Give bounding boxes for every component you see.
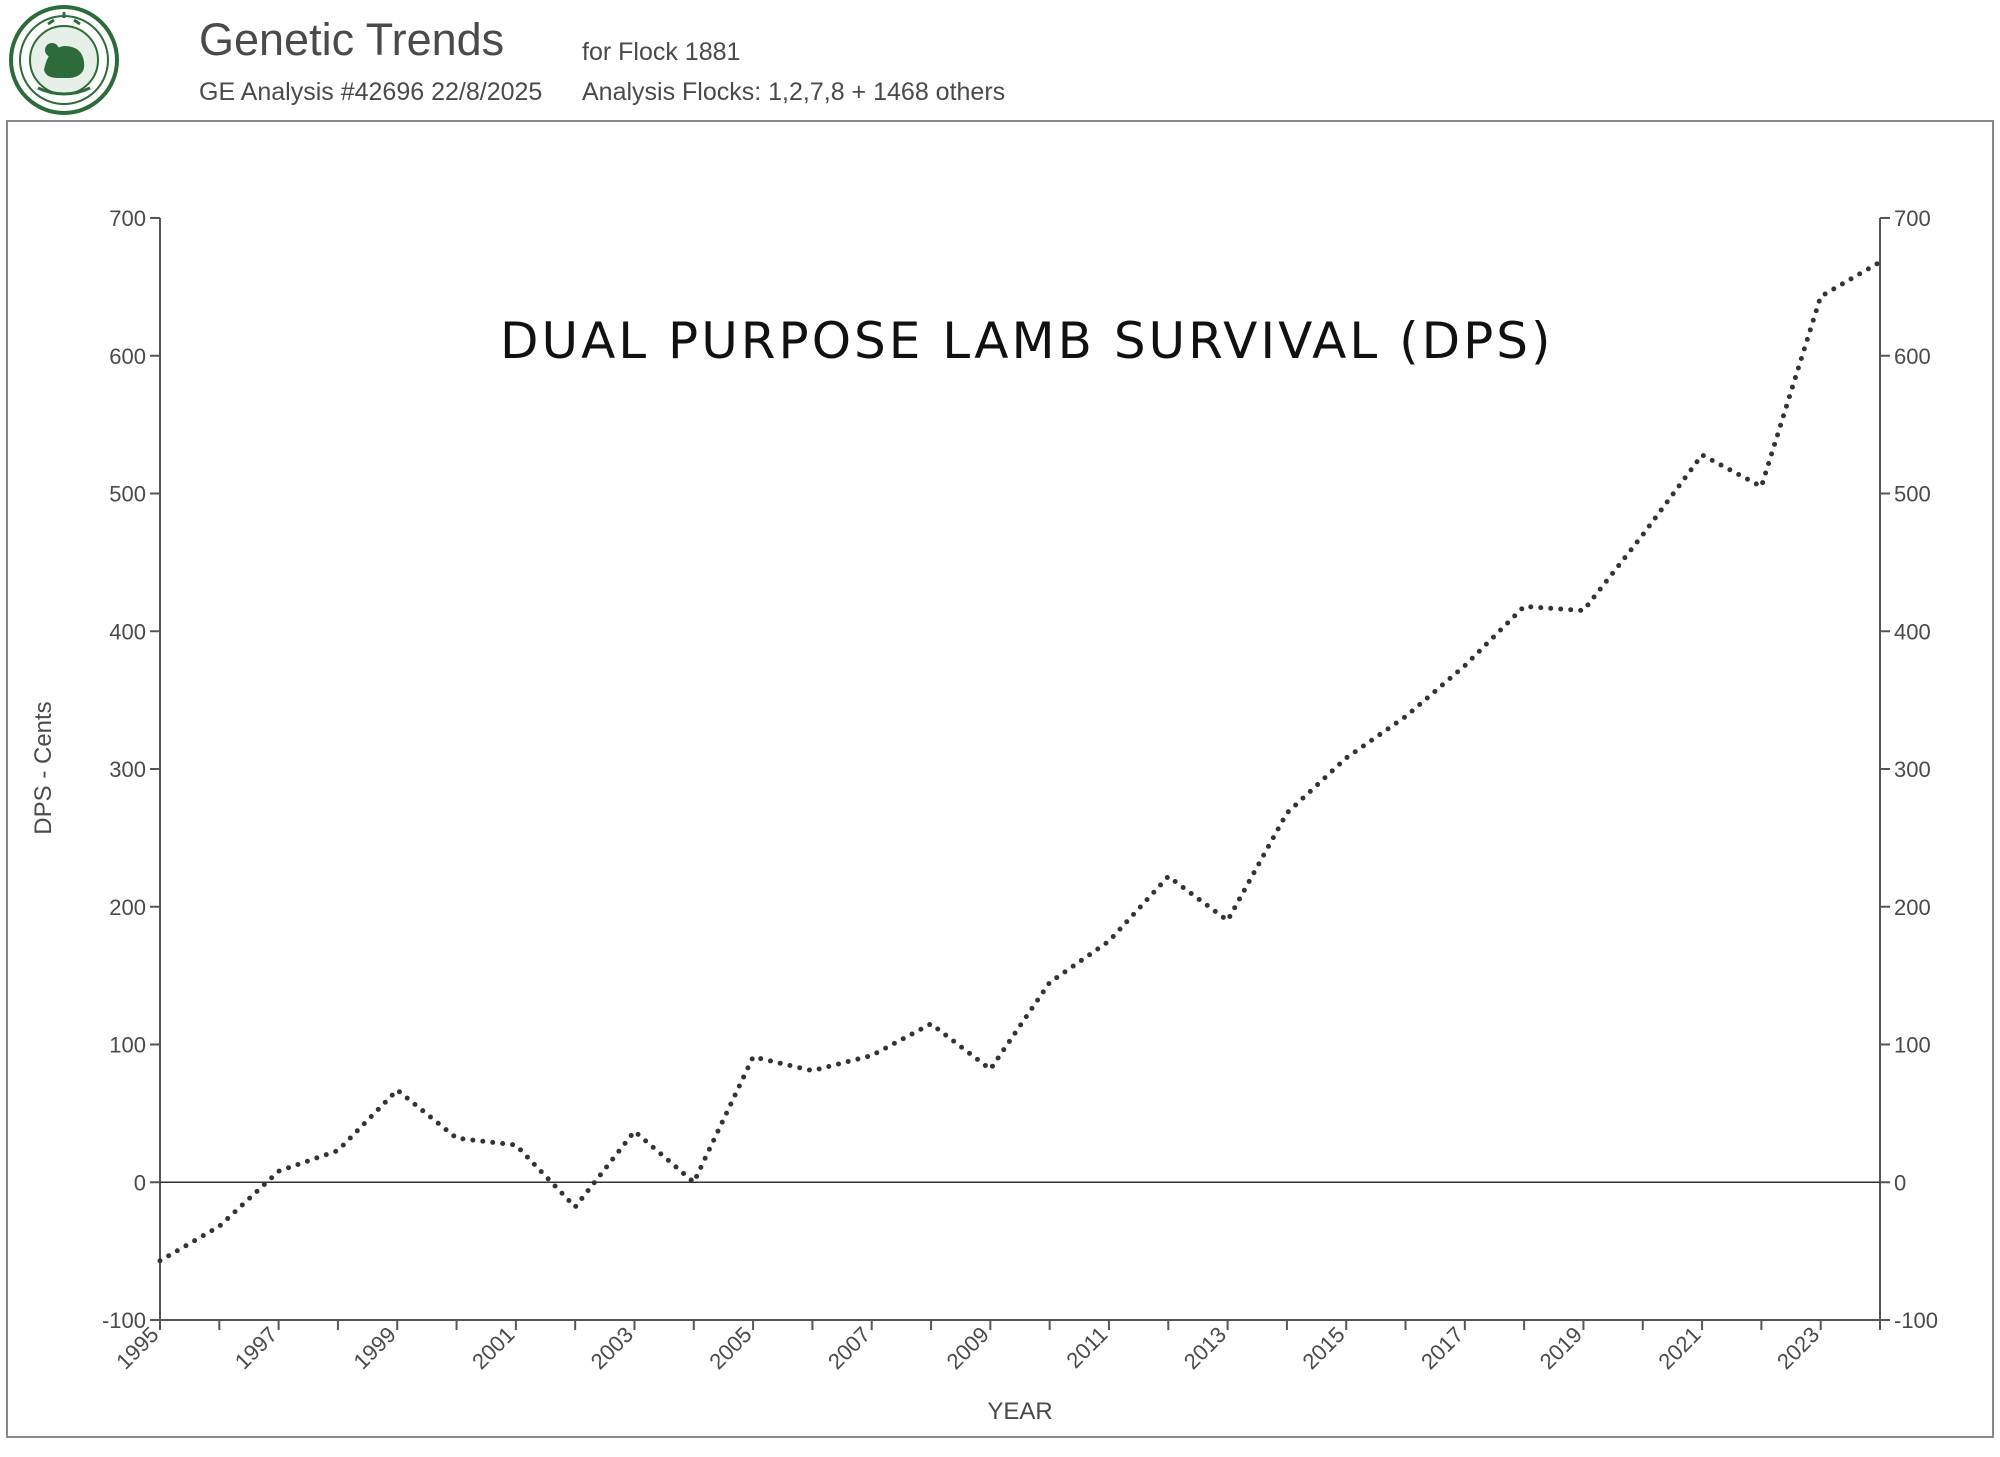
y-tick-label-right: 400 <box>1894 619 1931 644</box>
y-tick-label-left: 700 <box>109 206 146 231</box>
y-tick-label-right: 600 <box>1894 344 1931 369</box>
y-tick-label-left: 100 <box>109 1033 146 1058</box>
x-tick-label: 2007 <box>823 1322 875 1374</box>
chart-title: DUAL PURPOSE LAMB SURVIVAL (DPS) <box>500 312 1554 370</box>
series-line-0 <box>157 259 1883 1264</box>
analysis-flocks: Analysis Flocks: 1,2,7,8 + 1468 others <box>582 78 1006 106</box>
flock-label: for Flock 1881 <box>582 38 741 66</box>
x-tick-label: 2009 <box>942 1322 994 1374</box>
x-tick-label: 2011 <box>1061 1322 1112 1373</box>
sil-logo-icon <box>9 5 119 115</box>
y-tick-label-right: 0 <box>1894 1170 1906 1195</box>
x-tick-label: 1999 <box>348 1322 400 1374</box>
y-tick-label-right: -100 <box>1894 1308 1938 1333</box>
y-tick-label-right: 300 <box>1894 757 1931 782</box>
y-axis-label: DPS - Cents <box>30 701 57 835</box>
x-tick-label: 2017 <box>1416 1322 1468 1374</box>
y-tick-label-right: 700 <box>1894 206 1931 231</box>
x-tick-label: 2005 <box>704 1322 756 1374</box>
chart-frame <box>6 120 1994 1438</box>
y-tick-label-left: -100 <box>102 1308 146 1333</box>
y-tick-label-left: 200 <box>109 895 146 920</box>
x-tick-label: 2001 <box>467 1322 519 1374</box>
x-tick-label: 2013 <box>1179 1322 1231 1374</box>
report-header: Genetic Trends GE Analysis #42696 22/8/2… <box>0 0 2000 118</box>
analysis-id: GE Analysis #42696 22/8/2025 <box>199 78 543 106</box>
y-tick-label-left: 600 <box>109 344 146 369</box>
y-tick-label-left: 500 <box>109 482 146 507</box>
page-title: Genetic Trends <box>199 14 505 65</box>
x-axis-label: YEAR <box>987 1398 1053 1425</box>
x-tick-label: 2019 <box>1535 1322 1587 1374</box>
y-tick-label-right: 100 <box>1894 1033 1931 1058</box>
x-tick-label: 2021 <box>1653 1322 1705 1374</box>
y-tick-label-left: 400 <box>109 619 146 644</box>
x-tick-label: 1997 <box>230 1322 282 1374</box>
x-tick-label: 2003 <box>586 1322 638 1374</box>
y-tick-label-left: 0 <box>134 1170 146 1195</box>
y-tick-label-right: 500 <box>1894 482 1931 507</box>
y-tick-label-left: 300 <box>109 757 146 782</box>
x-tick-label: 2023 <box>1772 1322 1824 1374</box>
y-tick-label-right: 200 <box>1894 895 1931 920</box>
x-tick-label: 2015 <box>1297 1322 1349 1374</box>
